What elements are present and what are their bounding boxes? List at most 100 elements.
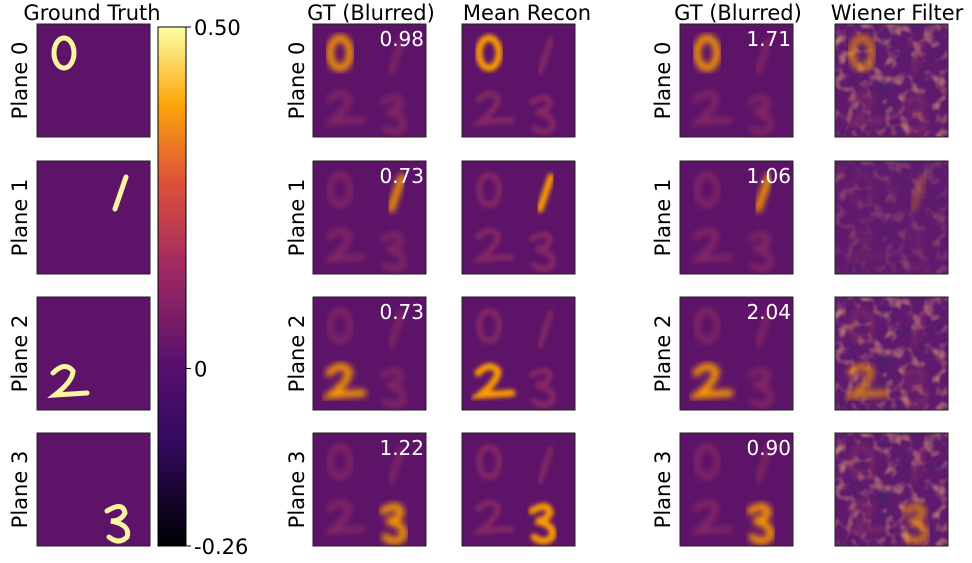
image-panel: [312, 160, 427, 275]
panel-border: [834, 296, 949, 411]
digit: [537, 310, 554, 348]
row-label: Plane 1: [651, 179, 675, 257]
image-panel: [679, 432, 794, 547]
digit: [327, 172, 353, 208]
panel-border: [461, 296, 576, 411]
digit: [319, 363, 367, 400]
column-title: GT (Blurred): [307, 1, 435, 25]
digit: [536, 173, 555, 213]
panel-border: [312, 160, 427, 275]
panel-border: [312, 432, 427, 547]
score-label: 0.90: [746, 436, 791, 460]
score-label: 0.73: [379, 300, 424, 324]
digit: [529, 367, 556, 408]
row-label: Plane 3: [651, 451, 675, 529]
digit: [746, 503, 775, 545]
digit: [529, 231, 556, 272]
image-panel: [36, 296, 151, 411]
digit: [470, 499, 515, 535]
image-panel: [679, 296, 794, 411]
panel-border: [312, 23, 427, 138]
digit: [688, 227, 733, 263]
digit: [380, 231, 407, 272]
image-panel: [461, 160, 576, 275]
panel-background: [36, 23, 151, 138]
digit: [686, 363, 734, 400]
digit: [537, 446, 554, 484]
digit: [747, 94, 774, 135]
digit: [755, 310, 772, 348]
digit: [909, 173, 928, 213]
image-panel: [36, 432, 151, 547]
image-panel: [834, 160, 949, 275]
image-panel: [834, 296, 949, 411]
digit: [388, 446, 405, 484]
row-label: Plane 2: [285, 315, 309, 393]
row-label: Plane 3: [8, 451, 32, 529]
column-title: Ground Truth: [23, 1, 160, 25]
image-panel: [312, 432, 427, 547]
colorbar-tick-label: -0.26: [194, 535, 248, 559]
digit: [694, 172, 720, 208]
digit: [327, 308, 353, 344]
digit: [321, 499, 366, 535]
digit: [910, 37, 927, 75]
digit: [755, 37, 772, 75]
score-label: 1.22: [379, 436, 424, 460]
digit: [843, 90, 888, 126]
digit: [747, 231, 774, 272]
image-panel: [679, 160, 794, 275]
digit: [910, 446, 927, 484]
digit: [51, 35, 77, 71]
row-label: Plane 2: [8, 315, 32, 393]
digit: [754, 173, 773, 213]
panel-border: [461, 23, 576, 138]
digit: [747, 367, 774, 408]
row-label: Plane 2: [651, 315, 675, 393]
panel-border: [679, 296, 794, 411]
panel-border: [679, 432, 794, 547]
digit: [475, 34, 503, 72]
panel-background: [36, 160, 151, 275]
panel-border: [834, 160, 949, 275]
score-label: 1.71: [746, 27, 791, 51]
column-title: GT (Blurred): [674, 1, 802, 25]
row-label: Plane 3: [285, 451, 309, 529]
panel-border: [461, 160, 576, 275]
digit: [476, 444, 502, 480]
digit: [694, 444, 720, 480]
digit: [755, 446, 772, 484]
score-label: 0.73: [379, 164, 424, 188]
panel-border: [312, 296, 427, 411]
digit: [470, 90, 515, 126]
digit: [468, 363, 516, 400]
panel-border: [461, 432, 576, 547]
image-panel: [461, 23, 576, 138]
digit: [902, 231, 929, 272]
panel-border: [834, 432, 949, 547]
digit: [112, 174, 129, 212]
digit: [688, 499, 733, 535]
digit: [849, 444, 875, 480]
digit: [688, 90, 733, 126]
image-panel: [834, 432, 949, 547]
image-panel: [461, 432, 576, 547]
digit: [388, 37, 405, 75]
digit: [327, 444, 353, 480]
panel-border: [834, 23, 949, 138]
image-panel: [36, 160, 151, 275]
digit: [47, 364, 90, 399]
digit: [902, 94, 929, 135]
panel-background: [36, 432, 151, 547]
digit: [843, 499, 888, 535]
image-panel: [461, 296, 576, 411]
digit: [694, 308, 720, 344]
panel-border: [679, 160, 794, 275]
digit: [902, 367, 929, 408]
digit: [380, 94, 407, 135]
image-panel: [312, 296, 427, 411]
digit: [841, 363, 889, 400]
colorbar-tick-label: 0: [194, 357, 207, 381]
digit: [321, 90, 366, 126]
